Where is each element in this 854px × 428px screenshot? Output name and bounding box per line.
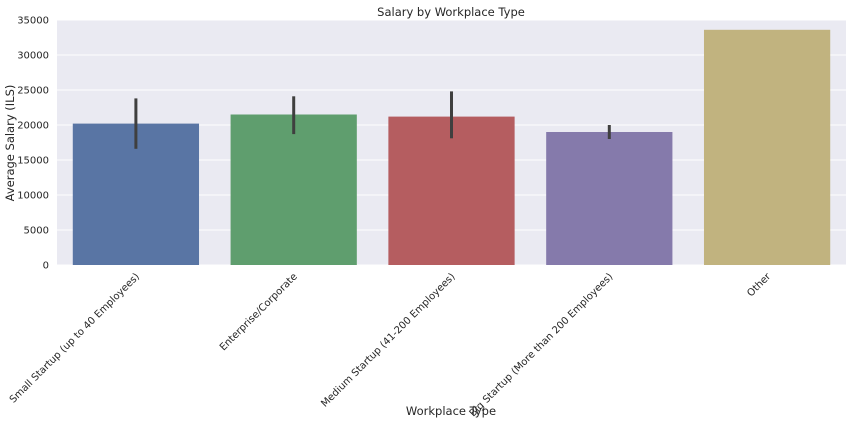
bar bbox=[546, 132, 673, 265]
y-tick-label: 10000 bbox=[17, 191, 49, 202]
y-tick-label: 35000 bbox=[17, 16, 49, 27]
y-tick-label: 5000 bbox=[24, 226, 49, 237]
y-tick-label: 20000 bbox=[17, 121, 49, 132]
bar bbox=[388, 116, 515, 265]
plot-area bbox=[57, 19, 846, 266]
x-tick-label: Medium Startup (41-200 Employees) bbox=[319, 271, 457, 409]
chart-title: Salary by Workplace Type bbox=[377, 5, 525, 19]
x-tick-label: Big Startup (More than 200 Employees) bbox=[468, 271, 616, 419]
bar bbox=[230, 114, 357, 265]
y-tick-label: 15000 bbox=[17, 156, 49, 167]
x-tick-label: Other bbox=[745, 271, 773, 299]
y-axis-title: Average Salary (ILS) bbox=[3, 85, 17, 202]
bar bbox=[703, 29, 831, 265]
x-axis-ticks: Small Startup (up to 40 Employees) Enterp… bbox=[8, 271, 774, 420]
x-tick-label: Small Startup (up to 40 Employees) bbox=[8, 271, 142, 405]
x-tick-label: Enterprise/Corporate bbox=[218, 271, 300, 353]
y-axis-ticks: 0 5000 10000 15000 20000 25000 30000 35000 bbox=[17, 16, 49, 272]
y-tick-label: 25000 bbox=[17, 86, 49, 97]
y-tick-label: 30000 bbox=[17, 51, 49, 62]
y-tick-label: 0 bbox=[43, 261, 49, 272]
x-axis-title: Workplace Type bbox=[406, 404, 496, 418]
